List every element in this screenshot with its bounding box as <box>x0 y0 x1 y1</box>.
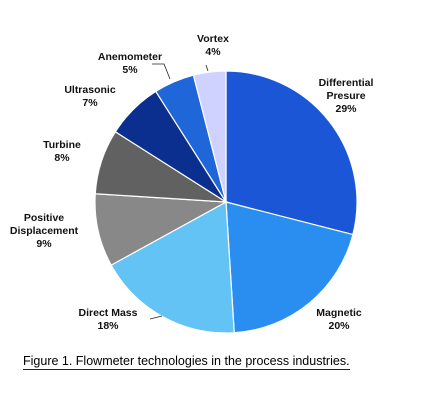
slice-category-label: Positive <box>24 212 64 224</box>
pie-labels: Differential Presure 29% Magnetic 20% Direct … <box>10 33 374 332</box>
slice-label-vortex: Vortex 4% <box>197 33 229 58</box>
slice-category-label: Direct Mass <box>79 307 138 319</box>
slice-label-positive-displacement: Positive Displacement 9% <box>10 212 79 250</box>
pie-slices <box>94 70 358 334</box>
pie-slice-direct-mass <box>110 201 235 334</box>
slice-value-label: 9% <box>36 238 52 250</box>
leader-line-anemometer <box>152 63 171 80</box>
slice-category-label: Presure <box>326 90 365 102</box>
slice-value-label: 18% <box>97 320 119 332</box>
slice-category-label: Magnetic <box>316 307 362 319</box>
slice-value-label: 8% <box>54 152 70 164</box>
leader-line-direct-mass <box>149 315 163 320</box>
slice-value-label: 4% <box>205 46 221 58</box>
pie-slice-vortex <box>192 70 227 203</box>
slice-value-label: 20% <box>328 320 350 332</box>
leader-line-vortex <box>205 64 209 72</box>
figure-caption: Figure 1. Flowmeter technologies in the … <box>23 354 350 370</box>
slice-category-label: Vortex <box>197 33 229 45</box>
slice-category-label: Anemometer <box>98 51 162 63</box>
slice-label-anemometer: Anemometer 5% <box>98 51 162 76</box>
slice-category-label: Displacement <box>10 225 79 237</box>
figure-caption-text: Figure 1. Flowmeter technologies in the … <box>23 354 350 370</box>
slice-label-ultrasonic: Ultrasonic 7% <box>64 84 116 109</box>
slice-category-label: Differential <box>319 77 374 89</box>
slice-label-direct-mass: Direct Mass 18% <box>79 307 138 332</box>
slice-label-differential-presure: Differential Presure 29% <box>319 77 374 115</box>
pie-slice-magnetic <box>225 201 354 334</box>
slice-category-label: Turbine <box>43 139 81 151</box>
slice-value-label: 29% <box>335 103 357 115</box>
slice-value-label: 5% <box>122 64 138 76</box>
pie-leader-lines <box>149 63 209 320</box>
slice-category-label: Ultrasonic <box>64 84 116 96</box>
slice-value-label: 7% <box>82 97 98 109</box>
slice-label-turbine: Turbine 8% <box>43 139 81 164</box>
pie-slice-differential-presure <box>225 70 358 236</box>
slice-label-magnetic: Magnetic 20% <box>316 307 362 332</box>
